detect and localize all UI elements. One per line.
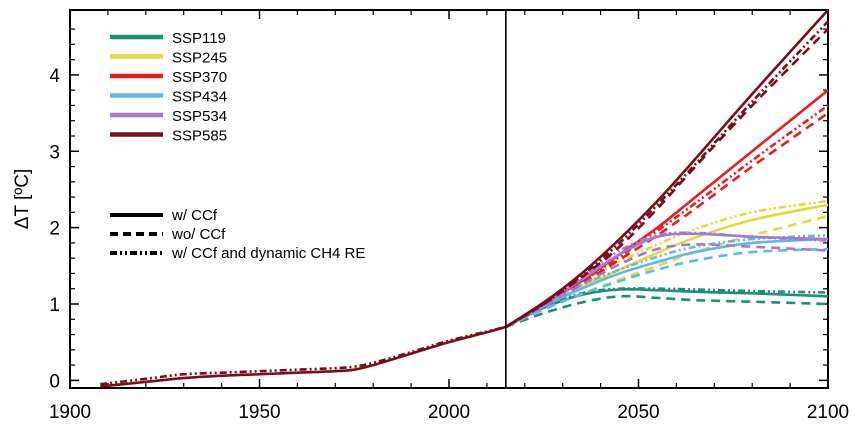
scenario-legend: SSP119 SSP245 SSP370 SSP434 SSP534 SSP585 <box>110 30 227 145</box>
linestyle-legend: w/ CCf wo/ CCf w/ CCf and dynamic CH4 RE <box>110 207 365 262</box>
historical-dynamic-line <box>100 325 507 386</box>
ssp534-dashdot-line <box>505 231 829 329</box>
ssp119-dashed-line <box>505 294 829 329</box>
y-tick-label: 3 <box>49 142 60 163</box>
ssp585-dashdot-line <box>505 20 829 329</box>
x-tick-label: 1900 <box>49 402 91 423</box>
legend-label: SSP534 <box>172 108 227 125</box>
legend-label: SSP585 <box>172 128 227 145</box>
ssp534-dashed-line <box>505 243 829 329</box>
ssp119-solid-line <box>505 287 829 329</box>
x-tick-label: 2100 <box>807 402 849 423</box>
ssp585-solid-line <box>505 9 829 329</box>
ssp434-solid-line <box>505 237 829 329</box>
series-lines <box>100 9 829 388</box>
y-tick-label: 4 <box>49 66 60 87</box>
x-tick-label: 2000 <box>428 402 470 423</box>
linestyle-label: w/ CCf and dynamic CH4 RE <box>171 245 365 262</box>
y-tick-labels: 0 1 2 3 4 <box>49 66 60 392</box>
legend-label: SSP119 <box>172 30 226 47</box>
historical-line <box>100 325 507 388</box>
y-tick-label: 2 <box>49 219 60 240</box>
y-tick-label: 1 <box>49 295 60 316</box>
y-tick-label: 0 <box>49 371 60 392</box>
x-tick-label: 2050 <box>617 402 659 423</box>
x-tick-label: 1950 <box>238 402 280 423</box>
ssp434-dashed-line <box>505 247 829 329</box>
y-axis-title: ΔT [ºC] <box>12 169 33 229</box>
plot-frame <box>69 9 829 389</box>
legend-label: SSP245 <box>172 50 227 67</box>
x-tick-labels: 1900 1950 2000 2050 2100 <box>49 402 849 423</box>
linestyle-label: wo/ CCf <box>171 226 226 243</box>
legend-label: SSP370 <box>172 69 227 86</box>
linestyle-label: w/ CCf <box>171 207 218 224</box>
ssp585-dashed-line <box>505 28 829 329</box>
ssp434-dashdot-line <box>505 233 829 329</box>
legend-label: SSP434 <box>172 89 227 106</box>
axis-ticks <box>69 10 829 388</box>
